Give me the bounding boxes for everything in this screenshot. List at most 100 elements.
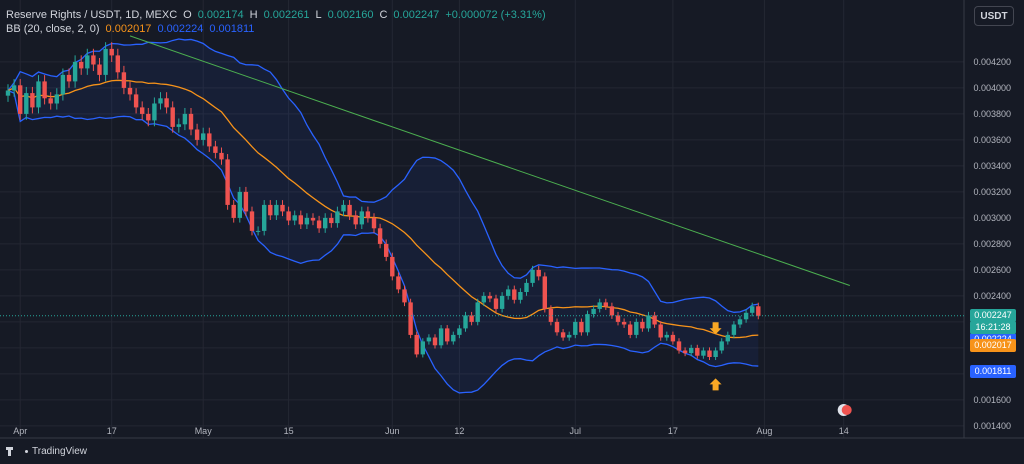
candle-body [60, 74, 66, 95]
candle-body [707, 350, 712, 357]
candle-body [109, 48, 114, 56]
y-tick-label: 0.004000 [973, 83, 1011, 93]
low-label: L [315, 9, 322, 21]
candle-body [262, 204, 267, 231]
bb-band-fill [8, 38, 759, 393]
candle-body [463, 315, 468, 329]
candle-body [634, 321, 639, 335]
candle-body [323, 217, 328, 229]
y-tick-label: 0.001400 [973, 421, 1011, 431]
candle-body [506, 289, 511, 296]
candle-body [676, 341, 682, 351]
candle-body [36, 81, 41, 108]
candle-body [554, 321, 560, 333]
candle-body [750, 306, 755, 313]
candle-body [225, 159, 230, 205]
bb-upper-value: 0.002224 [157, 23, 204, 35]
candle-body [713, 350, 718, 357]
candle-body [274, 204, 279, 216]
candle-body [701, 350, 706, 356]
candle-body [170, 107, 175, 127]
candle-body [18, 85, 23, 114]
trendline [129, 35, 850, 286]
tradingview-brand[interactable]: TradingView [6, 446, 87, 457]
event-flag-icon [841, 405, 852, 415]
candle-body [182, 113, 188, 125]
y-tick-label: 0.003400 [973, 161, 1011, 171]
symbol-title[interactable]: Reserve Rights / USDT, 1D, MEXC [6, 9, 178, 21]
y-tick-label: 0.002800 [973, 239, 1011, 249]
candle-body [201, 133, 206, 140]
candle-body [140, 107, 145, 114]
bb-basis-line [7, 79, 759, 339]
chart-legend: Reserve Rights / USDT, 1D, MEXC O 0.00217… [6, 8, 546, 36]
y-tick-label: 0.003800 [973, 109, 1011, 119]
candle-body [536, 269, 541, 277]
bb-basis-value: 0.002017 [105, 23, 152, 35]
candle-body [493, 298, 499, 309]
candle-body [304, 217, 310, 225]
candle-body [213, 146, 218, 153]
candle-body [567, 334, 572, 338]
candle-body [377, 228, 383, 244]
candle-body [682, 350, 688, 354]
candle-body [664, 334, 669, 338]
candle-body [152, 103, 157, 121]
candle-body [30, 93, 35, 108]
candle-body [695, 347, 700, 356]
candle-body [194, 129, 200, 140]
candle-body [249, 211, 255, 231]
candle-body [591, 308, 596, 315]
y-tick-label: 0.003200 [973, 187, 1011, 197]
candle-body [628, 324, 633, 335]
candle-body [280, 204, 285, 212]
y-tick-label: 0.004200 [973, 57, 1011, 67]
candle-body [316, 220, 322, 229]
tradingview-dot-icon [25, 450, 28, 453]
y-tick-label: 0.002400 [973, 291, 1011, 301]
candle-body [347, 204, 352, 216]
close-value: 0.002247 [393, 9, 440, 21]
candle-body [11, 85, 17, 91]
price-label-bb_lower: 0.001811 [970, 365, 1016, 379]
x-tick-label: Apr [13, 426, 27, 436]
candle-body [24, 93, 29, 114]
candle-body [432, 337, 438, 346]
high-value: 0.002261 [263, 9, 310, 21]
candle-body [188, 113, 194, 130]
candle-body [103, 48, 108, 75]
candle-body [5, 90, 11, 96]
candle-body [737, 319, 743, 325]
candle-body [79, 61, 84, 69]
candle-body [335, 211, 340, 224]
candle-body [573, 321, 578, 335]
candle-body [390, 256, 395, 277]
tradingview-logo-icon [6, 447, 20, 456]
x-tick-label: 17 [668, 426, 678, 436]
bb-indicator-name[interactable]: BB (20, close, 2, 0) [6, 23, 100, 35]
candle-body [512, 289, 517, 300]
candle-body [42, 81, 47, 99]
candle-body [176, 124, 181, 127]
y-tick-label: 0.003600 [973, 135, 1011, 145]
candle-body [731, 324, 737, 335]
candle-body [652, 315, 657, 325]
candle-body [756, 306, 761, 316]
candle-body [115, 55, 120, 73]
candle-body [689, 347, 694, 354]
bb-lower-value: 0.001811 [209, 23, 255, 35]
currency-button[interactable]: USDT [974, 6, 1014, 26]
candle-body [133, 94, 139, 108]
candle-body [451, 334, 456, 342]
y-tick-label: 0.002600 [973, 265, 1011, 275]
candle-body [237, 191, 242, 218]
candle-body [402, 289, 407, 303]
candle-body [268, 204, 273, 216]
candle-body [420, 341, 425, 355]
candle-body [518, 292, 523, 300]
candle-body [164, 98, 169, 108]
x-tick-label: Jun [385, 426, 400, 436]
x-tick-label: 15 [284, 426, 294, 436]
candle-body [585, 314, 590, 333]
